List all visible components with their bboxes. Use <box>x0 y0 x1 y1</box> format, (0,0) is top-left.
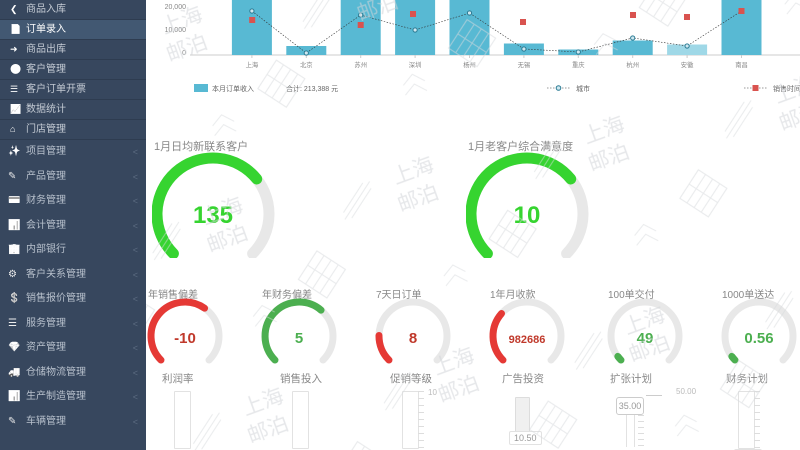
svg-text:0.56: 0.56 <box>744 330 773 347</box>
svg-text:982686: 982686 <box>509 334 546 346</box>
svg-text:安徽: 安徽 <box>681 60 694 69</box>
svg-text:南昌: 南昌 <box>735 60 748 69</box>
svg-text:城市: 城市 <box>576 84 590 93</box>
svg-text:10,000: 10,000 <box>165 27 187 34</box>
svg-text:销售时间: 销售时间 <box>773 84 800 93</box>
svg-text:本月订单收入: 本月订单收入 <box>212 84 254 93</box>
svg-text:-10: -10 <box>174 330 196 347</box>
svg-text:重庆: 重庆 <box>572 60 585 69</box>
svg-text:深圳: 深圳 <box>409 60 422 69</box>
svg-text:49: 49 <box>637 330 654 347</box>
svg-text:上海: 上海 <box>246 60 259 69</box>
svg-text:杭州: 杭州 <box>626 60 639 69</box>
svg-text:8: 8 <box>409 330 417 347</box>
svg-text:无锡: 无锡 <box>518 60 531 69</box>
svg-text:135: 135 <box>193 202 233 229</box>
svg-text:合计: 213,388 元: 合计: 213,388 元 <box>286 84 338 93</box>
svg-text:杨州: 杨州 <box>463 60 476 69</box>
svg-text:0: 0 <box>182 50 186 57</box>
svg-text:10: 10 <box>514 202 541 229</box>
svg-text:5: 5 <box>295 330 303 347</box>
svg-text:苏州: 苏州 <box>354 60 367 69</box>
svg-text:北京: 北京 <box>300 60 313 69</box>
svg-text:20,000: 20,000 <box>165 4 187 11</box>
